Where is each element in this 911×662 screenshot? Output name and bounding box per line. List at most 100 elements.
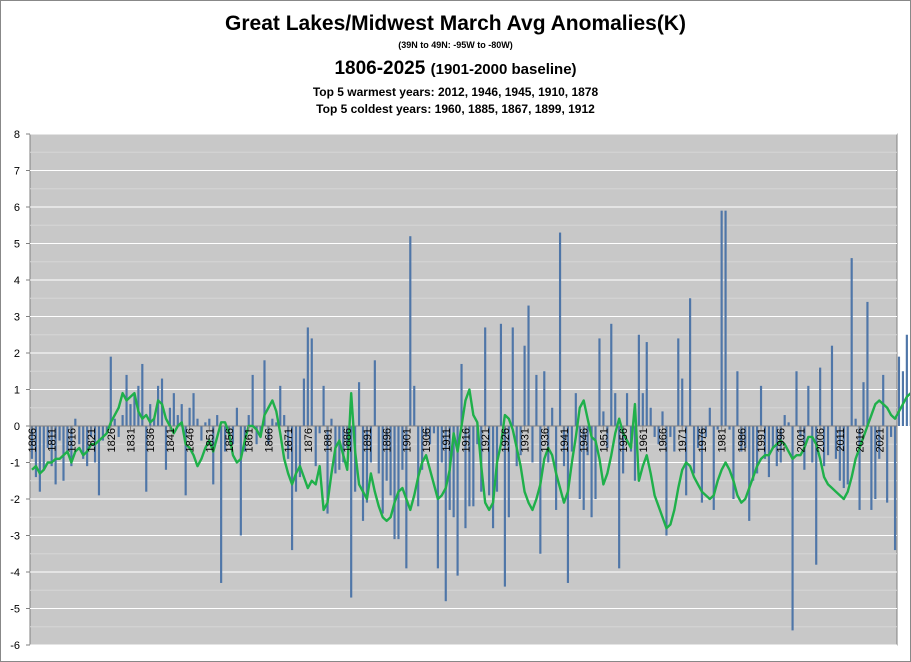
- anomaly-bar: [830, 345, 834, 426]
- anomaly-bar: [586, 426, 589, 456]
- anomaly-bar: [322, 385, 325, 426]
- anomaly-bar: [692, 426, 696, 474]
- anomaly-bar: [401, 426, 404, 470]
- anomaly-bar: [874, 426, 877, 499]
- anomaly-bar: [756, 426, 759, 474]
- anomaly-bar: [212, 426, 215, 485]
- anomaly-bar: [180, 404, 183, 426]
- anomaly-bar: [578, 426, 581, 499]
- anomaly-bar: [113, 418, 116, 426]
- x-tick-label: 1941: [559, 428, 571, 452]
- anomaly-bar: [133, 393, 136, 426]
- x-tick-label: 1851: [204, 428, 216, 452]
- anomaly-bar: [385, 426, 388, 481]
- anomaly-bar: [728, 426, 731, 430]
- x-axis-ticks: 1806 1811 1816 1821 1826 1831 1836 1841 1846 1851…: [27, 426, 886, 452]
- anomaly-bar: [346, 426, 349, 448]
- anomaly-bar: [598, 338, 601, 426]
- anomaly-bar: [618, 426, 621, 569]
- anomaly-bar: [677, 338, 680, 426]
- anomaly-bar: [799, 426, 802, 437]
- anomaly-bar: [775, 426, 778, 467]
- anomaly-bar: [901, 371, 904, 426]
- anomaly-bar: [82, 426, 85, 459]
- anomaly-bar: [767, 426, 771, 478]
- anomaly-bar: [365, 426, 369, 503]
- anomaly-bar: [645, 342, 648, 426]
- anomaly-bar: [251, 374, 254, 426]
- anomaly-bar: [239, 426, 242, 536]
- anomaly-bar: [748, 426, 751, 521]
- anomaly-bar: [771, 426, 774, 448]
- y-tick-label: -2: [10, 494, 20, 506]
- anomaly-bar: [531, 426, 534, 463]
- anomaly-bar: [204, 422, 207, 426]
- anomaly-bar: [499, 323, 503, 426]
- anomaly-bar: [507, 426, 510, 518]
- anomaly-bar: [397, 426, 400, 540]
- anomaly-bar: [511, 327, 514, 426]
- anomaly-bar: [724, 210, 727, 426]
- anomaly-bar: [566, 426, 570, 583]
- anomaly-bar: [357, 382, 361, 426]
- anomaly-bar: [220, 426, 223, 583]
- anomaly-bar: [188, 407, 191, 426]
- y-tick-label: -5: [10, 604, 20, 616]
- anomaly-bar: [294, 426, 298, 492]
- anomaly-bar: [440, 426, 443, 463]
- anomaly-bar: [826, 426, 830, 456]
- anomaly-bar: [452, 426, 455, 518]
- anomaly-bar: [870, 426, 873, 510]
- y-tick-label: -3: [10, 531, 20, 543]
- anomaly-bar: [78, 426, 81, 445]
- anomaly-bar: [409, 236, 412, 426]
- anomaly-bar: [428, 426, 432, 445]
- anomaly-bar: [736, 371, 739, 426]
- anomaly-bar: [34, 426, 37, 478]
- anomaly-bar: [326, 426, 329, 514]
- anomaly-bar: [574, 393, 577, 426]
- y-tick-label: 4: [14, 275, 20, 287]
- anomaly-bar: [602, 411, 605, 426]
- x-tick-label: 1871: [283, 428, 295, 452]
- y-tick-label: -6: [10, 640, 20, 652]
- anomaly-bar: [649, 407, 652, 426]
- anomaly-bar: [413, 385, 416, 426]
- anomaly-bar: [58, 426, 61, 441]
- anomaly-bar: [614, 393, 617, 426]
- y-tick-label: 3: [14, 312, 20, 324]
- anomaly-bar: [271, 418, 274, 426]
- anomaly-bar: [184, 426, 187, 496]
- anomaly-bar: [90, 426, 93, 437]
- anomaly-bar: [275, 422, 278, 426]
- anomaly-bar: [247, 415, 250, 426]
- anomaly-bar: [846, 426, 849, 485]
- anomaly-bar: [744, 426, 747, 448]
- anomaly-bar: [484, 327, 487, 426]
- anomaly-bar: [129, 404, 132, 426]
- anomaly-bar: [689, 298, 692, 426]
- anomaly-bar: [314, 426, 317, 467]
- anomaly-bar: [393, 426, 396, 540]
- anomaly-bar: [196, 418, 199, 426]
- anomaly-bar: [834, 426, 837, 459]
- x-tick-label: 1896: [382, 428, 394, 452]
- x-tick-label: 1886: [342, 428, 354, 452]
- anomaly-bar: [720, 210, 723, 426]
- anomaly-bar: [807, 385, 810, 426]
- anomaly-bar: [590, 426, 593, 518]
- anomaly-bar: [862, 382, 865, 426]
- x-tick-label: 1951: [598, 428, 610, 452]
- anomaly-bar: [752, 426, 755, 481]
- anomaly-bar: [381, 426, 384, 514]
- anomaly-bar: [216, 415, 219, 426]
- anomaly-bar: [373, 360, 376, 426]
- anomaly-bar: [488, 426, 491, 496]
- x-tick-label: 1946: [579, 428, 591, 452]
- x-tick-label: 1991: [756, 428, 768, 452]
- x-tick-label: 1821: [86, 428, 98, 452]
- anomaly-bar: [117, 426, 120, 437]
- anomaly-bar: [149, 404, 152, 426]
- y-tick-label: -4: [10, 567, 20, 579]
